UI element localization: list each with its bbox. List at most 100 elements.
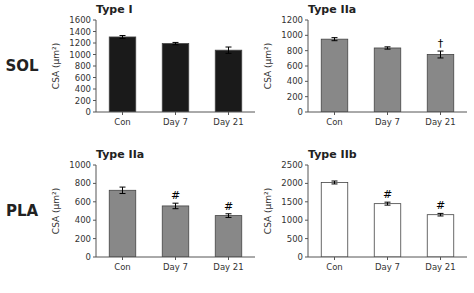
bar xyxy=(162,206,189,257)
x-tick xyxy=(175,257,176,260)
bar xyxy=(321,182,348,257)
y-tick xyxy=(305,165,308,166)
y-tick xyxy=(305,201,308,202)
error-bar xyxy=(332,181,338,184)
x-tick xyxy=(440,257,441,260)
y-tick-label: 1200 xyxy=(281,15,303,25)
error-line xyxy=(122,187,123,193)
panel-title: Type IIa xyxy=(308,3,356,16)
x-tick-label: Con xyxy=(114,262,131,272)
x-tick-label: Day 21 xyxy=(213,117,243,127)
x-tick xyxy=(122,257,123,260)
y-tick xyxy=(305,257,308,258)
panel-title: Type IIb xyxy=(308,148,357,161)
error-bar xyxy=(438,51,444,58)
annotation: # xyxy=(436,199,445,212)
y-tick xyxy=(93,20,96,21)
error-cap xyxy=(438,57,444,58)
y-tick xyxy=(93,238,96,239)
annotation: # xyxy=(224,200,233,213)
y-tick xyxy=(93,257,96,258)
bar xyxy=(374,204,401,257)
y-tick xyxy=(305,96,308,97)
bar xyxy=(427,215,454,257)
y-tick xyxy=(93,220,96,221)
bar xyxy=(109,190,136,257)
bar xyxy=(162,44,189,112)
plot-area xyxy=(321,181,454,257)
y-tick-label: 1600 xyxy=(69,15,91,25)
y-tick xyxy=(93,43,96,44)
y-tick-label: 200 xyxy=(75,96,91,106)
error-cap xyxy=(385,46,391,47)
error-cap xyxy=(173,44,179,45)
y-tick xyxy=(93,112,96,113)
bar xyxy=(215,216,242,257)
y-tick xyxy=(305,50,308,51)
panel: Type IIaCSA (μm²)020040060080010001200Co… xyxy=(263,3,467,127)
error-bar xyxy=(438,213,444,216)
error-cap xyxy=(226,47,232,48)
error-cap xyxy=(120,187,126,188)
y-tick-label: 0 xyxy=(86,107,91,117)
x-tick-label: Con xyxy=(326,262,343,272)
error-line xyxy=(228,47,229,53)
x-tick xyxy=(334,257,335,260)
y-tick-label: 400 xyxy=(75,84,91,94)
y-tick xyxy=(305,238,308,239)
y-axis-line xyxy=(96,165,97,257)
error-bar xyxy=(173,203,179,209)
panel-title: Type IIa xyxy=(96,148,144,161)
error-cap xyxy=(226,53,232,54)
y-tick-label: 1000 xyxy=(69,50,91,60)
annotation: # xyxy=(171,189,180,202)
x-tick-label: Day 7 xyxy=(163,117,188,127)
y-axis-label: CSA (μm²) xyxy=(51,188,61,234)
x-tick xyxy=(228,112,229,115)
panel: Type ICSA (μm²)0200400600800100012001400… xyxy=(51,3,255,127)
y-tick-label: 200 xyxy=(287,92,303,102)
error-cap xyxy=(438,213,444,214)
figure: Type ICSA (μm²)0200400600800100012001400… xyxy=(0,0,474,293)
plot-area xyxy=(109,187,242,257)
x-tick xyxy=(334,112,335,115)
x-tick-label: Day 21 xyxy=(213,262,243,272)
y-tick-label: 1000 xyxy=(281,215,303,225)
x-tick-label: Day 7 xyxy=(375,262,400,272)
y-tick-label: 800 xyxy=(75,178,91,188)
y-tick xyxy=(93,31,96,32)
y-tick xyxy=(93,66,96,67)
y-tick-label: 2500 xyxy=(281,160,303,170)
error-line xyxy=(228,214,229,218)
panel-title: Type I xyxy=(96,3,133,16)
y-tick-label: 2000 xyxy=(281,178,303,188)
x-tick xyxy=(387,257,388,260)
y-tick-label: 1400 xyxy=(69,27,91,37)
plot-area xyxy=(109,36,242,112)
error-cap xyxy=(120,38,126,39)
error-cap xyxy=(438,215,444,216)
y-tick xyxy=(305,81,308,82)
y-axis-label: CSA (μm²) xyxy=(51,43,61,89)
error-cap xyxy=(173,208,179,209)
error-cap xyxy=(332,40,338,41)
x-tick-label: Day 7 xyxy=(375,117,400,127)
y-tick-label: 200 xyxy=(75,234,91,244)
y-tick-label: 400 xyxy=(287,76,303,86)
y-tick-label: 0 xyxy=(86,252,91,262)
x-tick-label: Day 7 xyxy=(163,262,188,272)
y-tick-label: 800 xyxy=(287,46,303,56)
plot-area xyxy=(321,38,454,112)
y-tick xyxy=(93,89,96,90)
y-tick xyxy=(93,165,96,166)
y-tick-label: 600 xyxy=(75,197,91,207)
error-bar xyxy=(120,187,126,193)
y-tick xyxy=(93,183,96,184)
x-tick-label: Con xyxy=(326,117,343,127)
error-bar xyxy=(226,47,232,53)
error-cap xyxy=(332,181,338,182)
y-tick-label: 800 xyxy=(75,61,91,71)
y-tick xyxy=(305,35,308,36)
y-tick xyxy=(93,54,96,55)
error-cap xyxy=(173,42,179,43)
